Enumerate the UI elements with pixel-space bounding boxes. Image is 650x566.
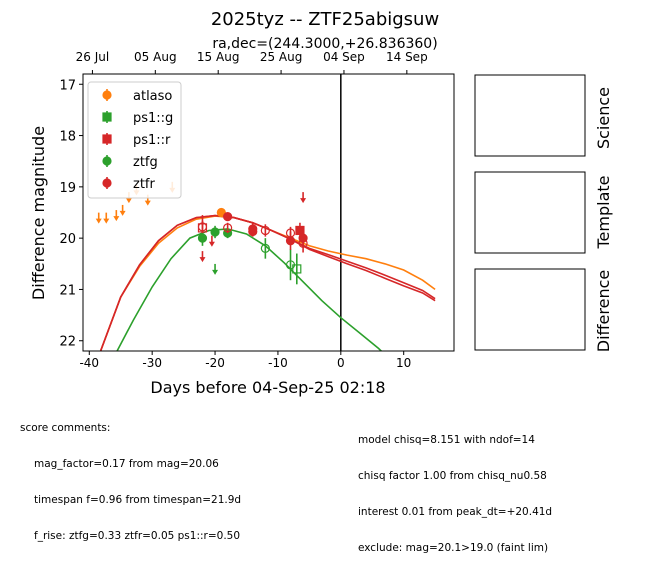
top-tick-label: 25 Aug (260, 50, 303, 64)
x-tick-label: 0 (337, 356, 345, 370)
ztfr-upper-limit (300, 192, 307, 204)
plot-frame (82, 73, 455, 352)
ztfr-point (223, 212, 233, 222)
legend-label: ps1::g (133, 111, 173, 126)
ztfg-point (210, 227, 220, 237)
difference-panel-label: Difference (594, 270, 613, 352)
x-tick-label: -10 (268, 356, 288, 370)
ztfr-point (223, 223, 233, 233)
chart-subtitle: ra,dec=(244.3000,+26.836360) (212, 36, 437, 52)
x-tick-label: -30 (142, 356, 162, 370)
atlaso-upper-limit (103, 212, 110, 224)
template-image-panel (474, 171, 586, 254)
legend-marker-ztfg (102, 156, 112, 166)
ztfr-point (298, 233, 308, 243)
legend-label: ztfg (133, 155, 158, 170)
ztfr-model-curve (99, 214, 436, 351)
y-axis: 17 18 19 20 21 22 (59, 78, 83, 350)
legend-label: ztfr (133, 177, 155, 192)
difference-image-panel (474, 268, 586, 351)
top-tick-label: 04 Sep (323, 50, 365, 64)
x-tick-label: -20 (205, 356, 225, 370)
science-image-panel (474, 74, 586, 157)
model-comment-line: exclude: mag=20.1>19.0 (faint lim) (358, 542, 549, 554)
ztfr-upper-limit (208, 235, 215, 247)
light-curve-figure: 2025tyz -- ZTF25abigsuw ra,dec=(244.3000… (29, 9, 613, 397)
y-tick-label: 17 (59, 78, 76, 93)
x-axis: -40 -30 -20 -10 0 10 (79, 351, 411, 370)
top-date-axis: 26 Jul 05 Aug 15 Aug 25 Aug 04 Sep 14 Sep (76, 50, 428, 74)
chart-title: 2025tyz -- ZTF25abigsuw (211, 9, 439, 30)
ztfg-upper-limit (212, 263, 219, 275)
atlaso-upper-limit (113, 210, 120, 222)
science-panel-label: Science (594, 87, 613, 149)
ztfg-model-curve (116, 228, 383, 351)
model-comment-line: model chisq=8.151 with ndof=14 (358, 434, 535, 446)
score-comment-line: mag_factor=0.17 from mag=20.06 (34, 458, 219, 470)
template-panel-label: Template (594, 175, 613, 249)
model-comment-line: interest 0.01 from peak_dt=+20.41d (358, 506, 553, 518)
ztfr-point (260, 225, 270, 236)
model-comments: model chisq=8.151 with ndof=14 chisq fac… (358, 410, 552, 566)
ztfr-point (248, 226, 258, 237)
atlaso-point (216, 207, 226, 218)
ztfg-point (285, 260, 296, 270)
ztfr-point (285, 228, 296, 238)
top-tick-label: 26 Jul (76, 50, 110, 64)
model-comment-line: chisq factor 1.00 from chisq_nu0.58 (358, 470, 547, 482)
x-axis-label: Days before 04-Sep-25 02:18 (150, 378, 385, 397)
atlaso-upper-limit (119, 204, 126, 216)
atlaso-model-curve (99, 215, 436, 351)
x-tick-label: 10 (396, 356, 411, 370)
y-tick-label: 18 (59, 130, 76, 145)
legend-box (87, 81, 182, 199)
top-tick-label: 14 Sep (386, 50, 428, 64)
y-tick-label: 19 (59, 181, 76, 196)
top-tick-label: 05 Aug (134, 50, 177, 64)
legend-marker-ps1::r (102, 134, 112, 144)
legend-label: ps1::r (133, 133, 171, 148)
y-tick-label: 21 (59, 283, 76, 298)
y-axis-label: Difference magnitude (29, 126, 48, 300)
ztfr-upper-limit (199, 251, 206, 263)
score-comment-line: timespan f=0.96 from timespan=21.9d (34, 494, 242, 506)
legend-marker-ps1::g (102, 112, 112, 122)
ztfr-point (197, 222, 208, 232)
score-comments: score comments: mag_factor=0.17 from mag… (20, 398, 241, 554)
y-tick-label: 22 (59, 335, 76, 350)
legend-label: atlaso (133, 89, 172, 104)
ps1::g-point (292, 264, 302, 274)
x-tick-label: -40 (79, 356, 99, 370)
atlaso-upper-limit (95, 212, 102, 224)
y-tick-label: 20 (59, 232, 76, 247)
legend-marker-atlaso (102, 90, 112, 100)
top-tick-label: 15 Aug (197, 50, 240, 64)
ztfr-model-curve (99, 214, 436, 351)
score-comments-heading: score comments: (20, 422, 111, 434)
plot-area (95, 74, 436, 351)
legend-marker-ztfr (102, 178, 112, 188)
ztfg-point (260, 243, 270, 254)
score-comment-line: f_rise: ztfg=0.33 ztfr=0.05 ps1::r=0.50 (34, 530, 241, 542)
ps1::r-point (295, 225, 305, 236)
plot-contents (95, 74, 436, 351)
ztfg-point (197, 233, 208, 243)
